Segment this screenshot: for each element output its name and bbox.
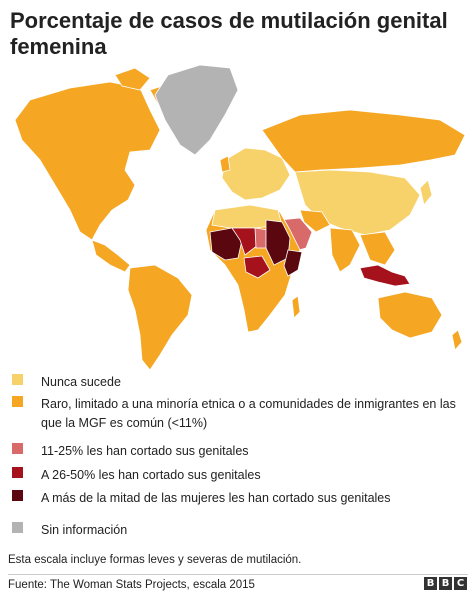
legend-label-mas-mitad: A más de la mitad de las mujeres les han… [41, 491, 391, 505]
legend-swatch-nunca [12, 374, 23, 385]
bbc-logo-block-b1: B [424, 577, 437, 590]
legend-label-sin-info: Sin información [41, 523, 128, 537]
region-sahel [231, 227, 259, 256]
region-japan [419, 179, 433, 206]
legend-swatch-11-25 [12, 443, 23, 454]
region-central-america [91, 239, 131, 273]
legend-swatch-mas-mitad [12, 490, 23, 501]
legend-swatch-raro [12, 396, 23, 407]
region-new-zealand [451, 329, 463, 351]
footer-divider [8, 574, 468, 575]
region-indonesia [359, 264, 411, 287]
region-australia [377, 291, 443, 339]
legend-swatch-26-50 [12, 467, 23, 478]
world-map-svg [14, 64, 466, 371]
region-se-asia [359, 231, 396, 266]
world-map [0, 60, 474, 372]
region-uk [219, 155, 231, 173]
region-south-america [127, 264, 193, 371]
region-europe [221, 147, 291, 201]
bbc-logo-block-b2: B [439, 577, 452, 590]
region-india [329, 227, 361, 273]
region-russia [261, 109, 466, 173]
bbc-logo-block-c: C [454, 577, 467, 590]
region-central-africa [243, 255, 271, 279]
legend-label-26-50: A 26-50% les han cortado sus genitales [41, 468, 261, 482]
scale-note: Esta escala incluye formas leves y sever… [8, 554, 302, 566]
region-north-america [14, 81, 161, 241]
region-iran [299, 209, 331, 233]
region-greenland [154, 64, 239, 156]
page-title: Porcentaje de casos de mutilación genita… [10, 8, 448, 59]
region-horn [283, 249, 303, 277]
legend-label-nunca: Nunca sucede [41, 375, 121, 389]
legend-swatch-sin-info [12, 522, 23, 533]
source-text: Fuente: The Woman Stats Projects, escala… [8, 579, 255, 591]
legend-label-raro: Raro, limitado a una minoría etnica o a … [41, 397, 456, 430]
legend-label-11-25: 11-25% les han cortado sus genitales [41, 444, 249, 458]
bbc-logo: B B C [424, 577, 468, 590]
region-madagascar [291, 295, 301, 319]
